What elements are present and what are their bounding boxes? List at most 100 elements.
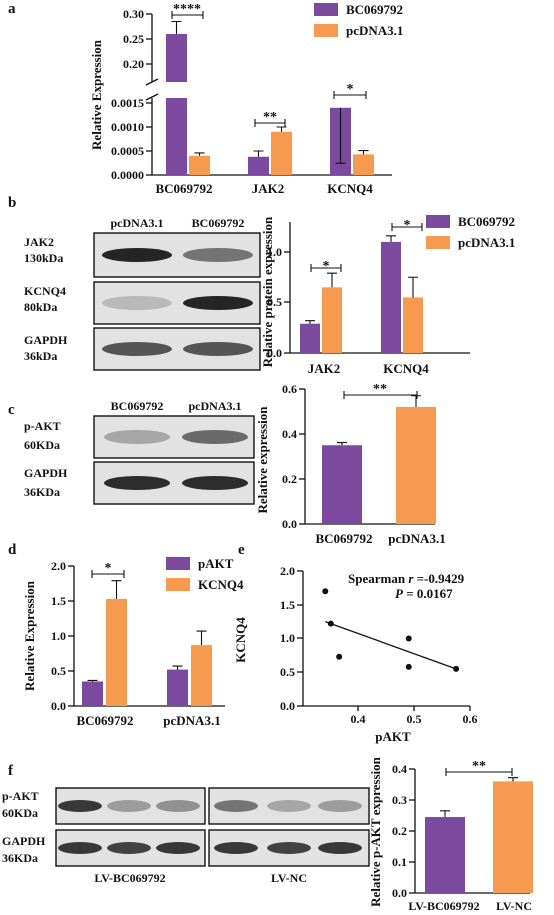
blot-b-size: 130kDa <box>24 251 63 265</box>
band-p-akt <box>156 800 200 812</box>
panel-f-sig-bracket <box>445 768 513 776</box>
band-gapdh <box>182 476 248 490</box>
panel-c-letter: c <box>8 402 15 418</box>
bar-jak2-pcdna3.1-error <box>276 126 287 132</box>
bar-kcnq4-pcdna3.1-error <box>358 149 369 155</box>
panel-a-ytick: 0.20 <box>123 57 144 71</box>
band-gapdh <box>104 476 170 490</box>
panel-d-ytick: 2.0 <box>51 559 66 573</box>
bar-lv-nc-error <box>508 777 518 782</box>
panel-d-ytick: 1.0 <box>51 629 66 643</box>
panel-d: d Relative Expression 0.0 0.5 1.0 1.5 2.… <box>8 542 244 728</box>
panel-e-stat-spearman: Spearman r =-0.9429 <box>348 571 465 586</box>
legend-label-pakt: pAKT <box>198 556 234 571</box>
scatter-point <box>327 620 334 627</box>
panel-d-xtick: BC069792 <box>76 713 133 728</box>
panel-c-ytick: 0.4 <box>282 427 297 441</box>
panel-c-ylabel: Relative expression <box>255 406 270 514</box>
panel-b-ytick: 0.0 <box>267 346 282 360</box>
panel-c-xtick: pcDNA3.1 <box>388 531 445 546</box>
panel-a-sig-bracket <box>171 11 204 19</box>
panel-e-ytick: 0.0 <box>280 699 295 713</box>
panel-a-xtick: KCNQ4 <box>327 181 373 196</box>
blot-c-protein: GAPDH <box>24 466 68 480</box>
panel-e-ylabel: KCNQ4 <box>233 617 248 663</box>
panel-b-sig-bracket <box>391 223 423 231</box>
panel-f-ytick: 0.4 <box>392 762 407 776</box>
bar-bc069792-kcnq4 <box>106 598 127 706</box>
panel-d-ylabel: Relative Expression <box>22 580 37 691</box>
band-gapdh <box>58 842 102 854</box>
panel-e-xtick: 0.6 <box>463 712 478 726</box>
bar-lv-bc069792 <box>425 817 465 893</box>
panel-b-xtick: JAK2 <box>308 361 341 376</box>
bar-jak2-pcdna3.1-error <box>327 272 337 288</box>
blot-c-lane: pcDNA3.1 <box>189 399 242 413</box>
blot-f-group: LV-BC069792 <box>94 871 165 885</box>
band-p-akt <box>104 430 170 444</box>
panel-e-stat-p: P = 0.0167 <box>395 586 453 601</box>
bar-kcnq4-bc069792-error <box>335 107 346 164</box>
band-p-akt <box>214 800 258 812</box>
bar-bc069792-bc069792 <box>166 34 187 175</box>
panel-a-letter: a <box>8 1 16 17</box>
scatter-point <box>405 635 412 642</box>
panel-d-ytick: 0.0 <box>51 699 66 713</box>
panel-c-ytick: 0.0 <box>282 517 297 531</box>
bar-kcnq4-pcdna3.1 <box>353 154 374 175</box>
panel-f-letter: f <box>8 763 14 779</box>
bar-pcdna3.1-error <box>411 395 421 407</box>
blot-f-size: 36KDa <box>2 851 38 865</box>
legend-swatch-kcnq4 <box>166 578 190 591</box>
blot-c-protein: p-AKT <box>24 419 61 433</box>
panel-b-ytick: 0.5 <box>267 295 282 309</box>
panel-d-ytick: 1.5 <box>51 594 66 608</box>
panel-e-xlabel: pAKT <box>375 729 411 744</box>
legend-label-kcnq4: KCNQ4 <box>198 577 244 592</box>
panel-f-xtick: LV-BC069792 <box>408 899 479 913</box>
panel-f: f p-AKT 60KDa GAPDH 36KDa LV-BC069792 LV… <box>2 756 533 913</box>
panel-a-ylabel: Relative Expression <box>89 39 104 150</box>
band-p-akt <box>182 430 248 444</box>
panel-d-ytick: 0.5 <box>51 664 66 678</box>
legend-label-bc: BC069792 <box>346 2 403 17</box>
bar-bc069792-kcnq4-error <box>111 580 122 599</box>
bar-jak2-pcdna3.1 <box>322 287 342 353</box>
panel-e-ytick: 1.5 <box>280 598 295 612</box>
band-kcnq4 <box>183 296 253 310</box>
blot-c-size: 60KDa <box>24 438 60 452</box>
blot-c-lane: BC069792 <box>111 399 164 413</box>
panel-a: a Relative Expression 0.30 0.25 0.20 0.0… <box>8 1 403 196</box>
panel-f-xtick: LV-NC <box>496 899 532 913</box>
panel-e-ytick: 2.0 <box>280 564 295 578</box>
blot-b-protein: KCNQ4 <box>24 284 66 298</box>
blot-b-size: 36kDa <box>24 349 57 363</box>
panel-f-sig: ** <box>472 759 486 774</box>
bar-jak2-bc069792 <box>248 156 269 175</box>
panel-b-ylabel: Relative protein expression <box>260 216 275 367</box>
bar-bc069792-pakt <box>82 681 103 706</box>
legend-swatch-pc <box>314 24 338 37</box>
panel-e-ytick: 1.0 <box>280 631 295 645</box>
panel-f-ylabel: Relative p-AKT expression <box>368 756 383 907</box>
scatter-point <box>453 665 460 672</box>
blot-f-protein: p-AKT <box>2 789 39 803</box>
blot-b-protein: GAPDH <box>24 333 68 347</box>
scatter-point <box>336 653 343 660</box>
panel-c-sig-bracket <box>343 391 418 399</box>
panel-e-xtick: 0.4 <box>351 712 366 726</box>
panel-a-sig: * <box>347 82 354 97</box>
panel-a-ytick: 0.0000 <box>111 168 144 182</box>
legend-label-pc: pcDNA3.1 <box>346 23 403 38</box>
bar-kcnq4-pcdna3.1-error <box>408 276 418 298</box>
legend-swatch-bc <box>314 3 338 16</box>
blot-b-protein: JAK2 <box>24 235 54 249</box>
panel-e-letter: e <box>238 542 245 558</box>
panel-a-ytick: 0.0005 <box>111 144 144 158</box>
panel-c: c BC069792 pcDNA3.1 p-AKT 60KDa GAPDH 36… <box>8 382 446 546</box>
bar-bc069792-pcdna3.1 <box>189 155 210 175</box>
band-jak2 <box>102 248 172 262</box>
scatter-point <box>322 588 329 595</box>
legend-swatch-bc <box>426 215 450 228</box>
